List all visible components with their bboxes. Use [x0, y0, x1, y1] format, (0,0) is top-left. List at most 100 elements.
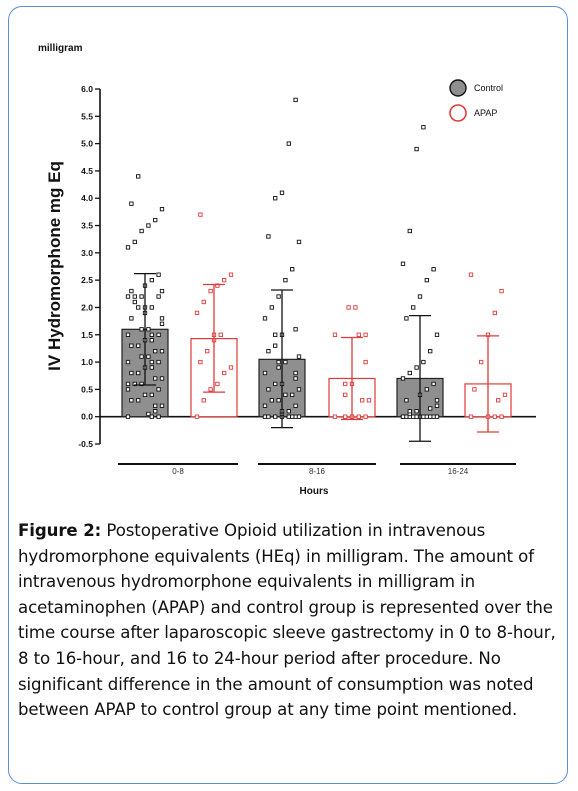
point-control	[411, 414, 416, 419]
point-control	[149, 305, 154, 310]
y-tick-label: -0.5	[78, 439, 93, 449]
point-control	[153, 409, 158, 414]
point-control	[407, 228, 412, 234]
y-tick-label: 0.0	[81, 412, 93, 422]
point-apap	[208, 288, 213, 294]
point-apap	[366, 398, 372, 403]
point-control	[156, 294, 161, 299]
legend-label-apap: APAP	[474, 108, 497, 118]
point-control	[125, 359, 131, 365]
x-category-label: 8-16	[309, 467, 326, 476]
y-tick-label: 5.0	[81, 139, 93, 149]
y-tick-label: 4.5	[81, 166, 93, 176]
point-control	[125, 245, 131, 250]
caption-text: Postoperative Opioid utilization in intr…	[18, 521, 556, 720]
point-apap	[201, 299, 206, 305]
point-control	[156, 359, 161, 365]
point-control	[296, 354, 302, 359]
point-control	[129, 288, 134, 294]
y-tick-label: 2.5	[81, 275, 93, 285]
point-control	[276, 294, 281, 299]
y-axis: -0.5 0.0 0.5 1.0 1.5 2.0 2.5 3.0 3.5 4.0 4.5 5.0 5.5…	[78, 84, 536, 449]
point-control	[400, 376, 406, 381]
point-control	[293, 370, 298, 376]
point-control	[428, 349, 433, 354]
point-control	[153, 403, 158, 408]
point-control	[266, 349, 271, 354]
point-control	[414, 365, 419, 370]
caption-label: Figure 2:	[18, 521, 102, 540]
point-apap	[215, 381, 220, 387]
point-control	[153, 349, 158, 354]
point-apap	[194, 310, 200, 316]
point-control	[262, 370, 268, 376]
legend: Control APAP	[449, 79, 503, 122]
y-axis-label: IV Hydromorphone mg Eq	[45, 161, 64, 371]
point-apap	[356, 332, 361, 337]
point-apap	[222, 278, 227, 283]
point-apap	[363, 414, 368, 419]
point-control	[421, 414, 426, 419]
point-apap	[201, 398, 206, 403]
point-control	[156, 272, 161, 277]
point-control	[139, 228, 144, 234]
point-control	[434, 332, 440, 337]
point-control	[136, 305, 141, 310]
point-control	[129, 370, 134, 376]
point-control	[276, 359, 281, 365]
point-control	[434, 403, 440, 408]
point-control	[149, 278, 154, 283]
point-control	[296, 414, 302, 419]
point-apap	[492, 310, 497, 316]
point-apap	[346, 305, 351, 310]
y-tick-label: 6.0	[81, 84, 93, 94]
point-control	[125, 332, 131, 337]
point-apap	[228, 272, 234, 277]
point-control	[290, 267, 295, 272]
point-control	[146, 223, 151, 228]
point-apap	[499, 414, 504, 419]
figure-caption: Figure 2: Postoperative Opioid utilizati…	[18, 518, 558, 723]
point-control	[129, 201, 134, 206]
point-control	[139, 354, 144, 359]
point-control	[279, 190, 285, 195]
y-tick-label: 1.0	[81, 357, 93, 367]
point-control	[431, 414, 436, 419]
point-control	[273, 343, 278, 348]
point-apap	[502, 392, 508, 397]
point-control	[273, 196, 278, 201]
point-control	[159, 288, 165, 294]
x-category-label: 16-24	[448, 467, 469, 476]
y-tick-label: 3.0	[81, 248, 93, 258]
point-control	[125, 414, 131, 419]
point-control	[434, 398, 440, 403]
legend-marker-control	[449, 79, 467, 97]
point-apap	[332, 414, 338, 419]
point-control	[146, 354, 151, 359]
point-apap	[194, 414, 200, 419]
point-control	[132, 294, 137, 299]
point-apap	[205, 349, 210, 354]
error-bars	[134, 272, 499, 442]
point-apap	[472, 387, 477, 392]
legend-label-control: Control	[474, 83, 503, 93]
y-tick-label: 0.5	[81, 384, 93, 394]
point-control	[146, 327, 151, 332]
data-points	[125, 97, 508, 419]
point-apap	[222, 370, 227, 376]
y-tick-label: 1.5	[81, 330, 93, 340]
point-apap	[228, 365, 234, 370]
point-control	[129, 316, 134, 321]
point-control	[283, 278, 288, 283]
point-control	[266, 387, 271, 392]
point-apap	[499, 288, 504, 294]
point-apap	[360, 398, 365, 403]
point-control	[424, 414, 429, 419]
point-control	[424, 387, 429, 392]
point-control	[136, 343, 141, 348]
point-control	[149, 338, 154, 343]
point-control	[149, 359, 154, 365]
point-control	[296, 387, 302, 392]
x-axis-label: Hours	[300, 486, 329, 497]
point-control	[431, 381, 436, 387]
